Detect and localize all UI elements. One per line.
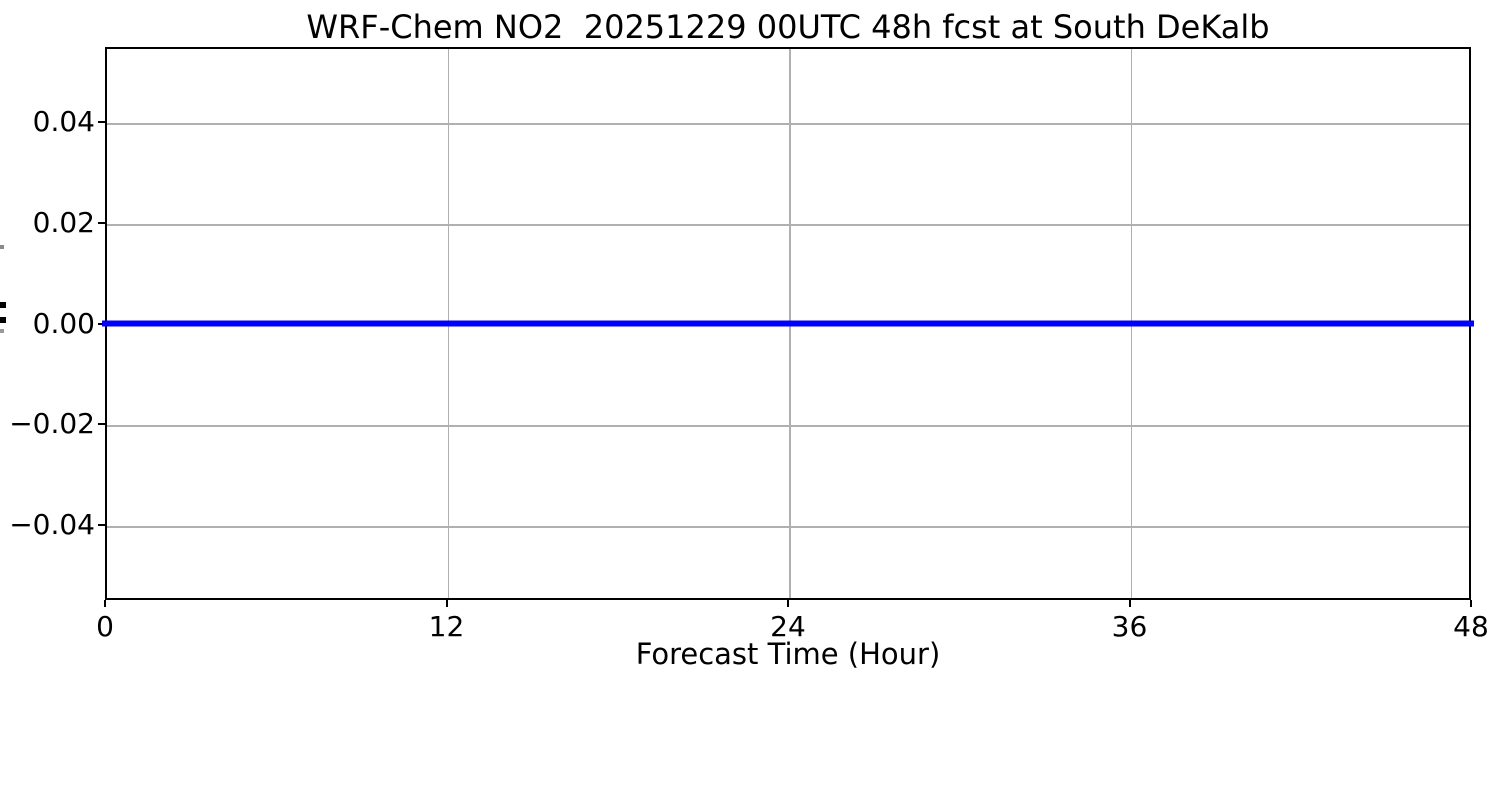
ylabel-fragment bbox=[0, 302, 6, 308]
y-gridline bbox=[107, 224, 1469, 226]
x-tick-label: 0 bbox=[96, 610, 114, 643]
y-tick-label: 0.04 bbox=[32, 105, 95, 139]
y-tick-label: 0.00 bbox=[32, 306, 95, 340]
y-gridline bbox=[107, 526, 1469, 528]
chart-title: WRF-Chem NO2 20251229 00UTC 48h fcst at … bbox=[306, 8, 1270, 46]
ylabel-fragment bbox=[0, 317, 6, 323]
x-tick-label: 48 bbox=[1453, 610, 1489, 643]
y-tick-label: 0.02 bbox=[32, 205, 95, 239]
y-tick-mark bbox=[98, 423, 105, 426]
x-tick-label: 36 bbox=[1111, 610, 1148, 643]
x-tick-mark bbox=[445, 600, 448, 607]
ylabel-fragment bbox=[0, 329, 4, 333]
y-gridline bbox=[107, 425, 1469, 427]
y-gridline bbox=[107, 123, 1469, 125]
x-tick-mark bbox=[1128, 600, 1131, 607]
y-tick-mark bbox=[98, 523, 105, 526]
line-series-no2 bbox=[102, 320, 1474, 327]
y-tick-mark bbox=[98, 322, 105, 325]
y-tick-label: −0.02 bbox=[9, 407, 95, 441]
x-tick-mark bbox=[1470, 600, 1472, 607]
y-tick-mark bbox=[98, 221, 105, 224]
y-tick-label: −0.04 bbox=[9, 507, 95, 541]
x-tick-label: 12 bbox=[428, 610, 465, 643]
x-axis-label: Forecast Time (Hour) bbox=[635, 637, 941, 671]
ylabel-fragment bbox=[0, 245, 4, 249]
x-tick-mark bbox=[787, 600, 789, 607]
y-tick-mark bbox=[98, 121, 105, 124]
x-tick-label: 24 bbox=[770, 610, 806, 643]
x-tick-mark bbox=[104, 600, 106, 607]
